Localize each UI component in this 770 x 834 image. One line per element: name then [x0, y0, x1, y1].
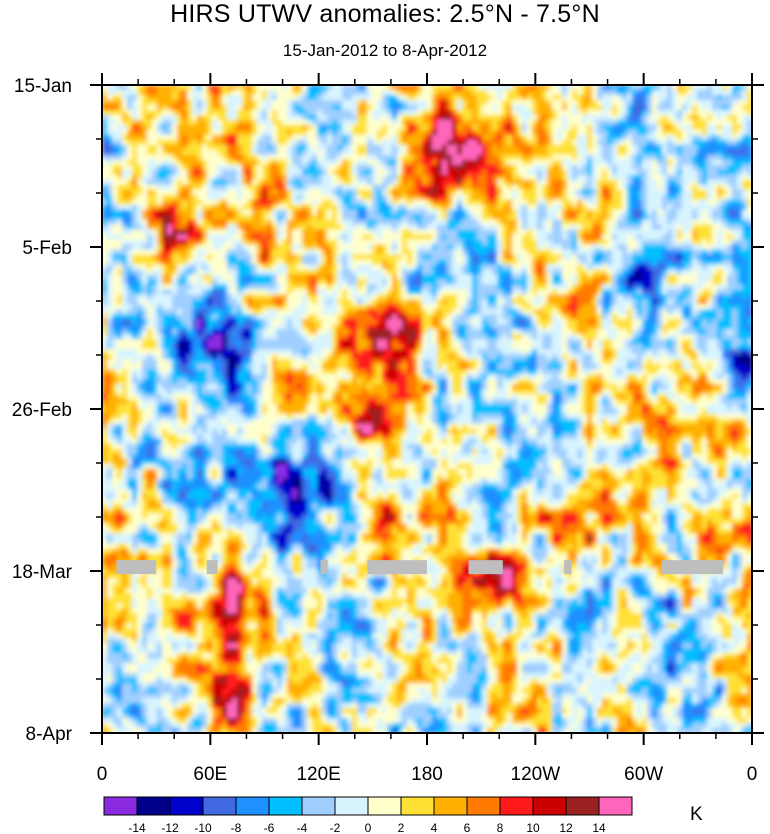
missing-data-bar [116, 560, 157, 575]
colorbar-label: 6 [464, 821, 471, 834]
missing-data-segments [116, 560, 724, 575]
y-tick-label: 26-Feb [12, 400, 72, 421]
anomaly-field [102, 85, 752, 733]
x-tick-label: 60E [193, 764, 227, 785]
colorbar-swatch [334, 796, 369, 816]
colorbar-swatch [301, 796, 336, 816]
y-tick-label: 15-Jan [14, 76, 72, 97]
y-axis: 15-Jan 5-Feb 26-Feb 18-Mar 8-Apr [12, 76, 764, 745]
colorbar-swatch [433, 796, 468, 816]
colorbar: -14 -12 -10 -8 -6 -4 -2 0 2 4 6 8 10 12 14 [103, 796, 633, 834]
colorbar-unit: K [690, 804, 703, 825]
colorbar-label: 4 [431, 821, 438, 834]
x-tick-label: 180 [411, 764, 443, 785]
colorbar-label: -10 [194, 821, 212, 834]
colorbar-swatch [466, 796, 501, 816]
colorbar-swatch [598, 796, 633, 816]
colorbar-label: -8 [231, 821, 242, 834]
chart-subtitle: 15-Jan-2012 to 8-Apr-2012 [282, 41, 488, 60]
colorbar-label: -12 [161, 821, 179, 834]
colorbar-swatch [202, 796, 237, 816]
x-tick-label: 0 [747, 764, 758, 785]
colorbar-label: 12 [559, 821, 573, 834]
colorbar-label: -6 [264, 821, 275, 834]
colorbar-label: -14 [128, 821, 146, 834]
colorbar-label: -4 [297, 821, 308, 834]
colorbar-label: 0 [365, 821, 372, 834]
x-tick-label: 60W [624, 764, 663, 785]
colorbar-swatch [565, 796, 600, 816]
colorbar-label: 8 [497, 821, 504, 834]
colorbar-label: 10 [526, 821, 540, 834]
missing-data-bar [661, 560, 724, 575]
missing-data-bar [320, 560, 328, 575]
colorbar-swatch [103, 796, 138, 816]
colorbar-swatch [400, 796, 435, 816]
colorbar-label: 14 [592, 821, 606, 834]
chart-title: HIRS UTWV anomalies: 2.5°N - 7.5°N [170, 0, 600, 28]
x-tick-label: 120E [296, 764, 340, 785]
colorbar-swatch [235, 796, 270, 816]
missing-data-bar [468, 560, 503, 575]
colorbar-swatch [136, 796, 171, 816]
colorbar-swatch [499, 796, 534, 816]
colorbar-label: -2 [330, 821, 341, 834]
colorbar-swatch [532, 796, 567, 816]
missing-data-bar [367, 560, 427, 575]
x-axis: 0 60E 120E 180 120W 60W 0 [97, 73, 758, 785]
colorbar-label: 2 [398, 821, 405, 834]
missing-data-bar [206, 560, 218, 575]
colorbar-swatch [268, 796, 303, 816]
y-tick-label: 18-Mar [12, 562, 73, 583]
colorbar-swatch [169, 796, 204, 816]
x-tick-label: 120W [511, 764, 561, 785]
colorbar-swatch [367, 796, 402, 816]
y-tick-label: 8-Apr [26, 724, 73, 745]
y-tick-label: 5-Feb [22, 238, 72, 259]
x-tick-label: 0 [97, 764, 108, 785]
missing-data-bar [564, 560, 572, 575]
